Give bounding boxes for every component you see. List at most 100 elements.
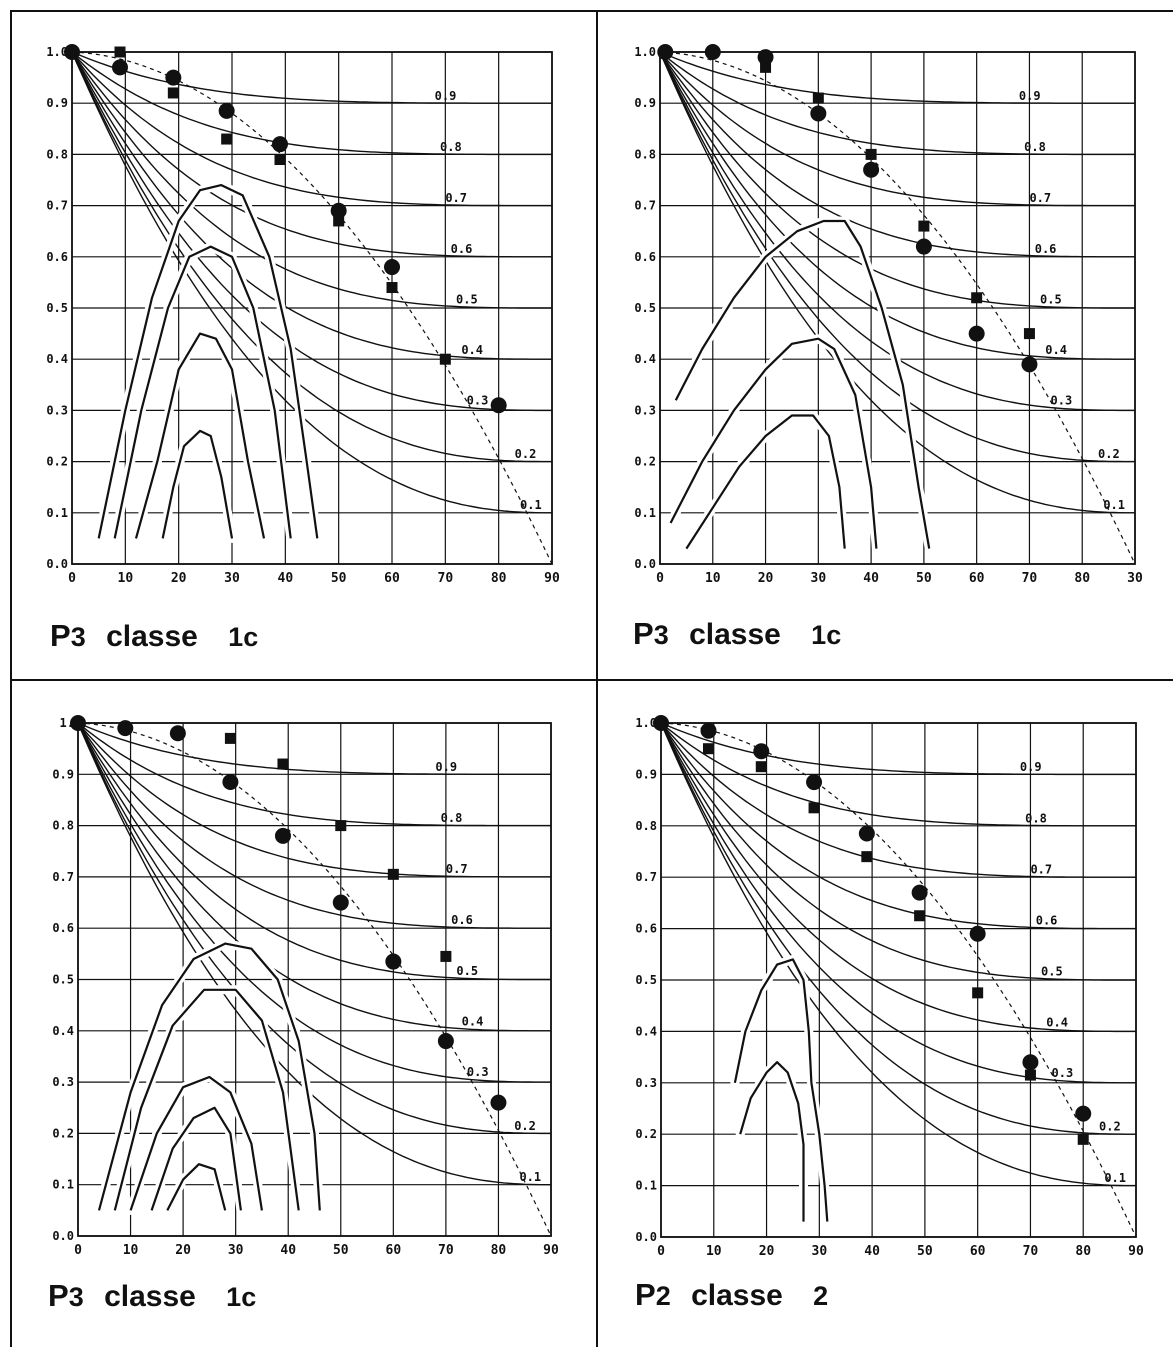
caption-word: classe <box>106 620 198 653</box>
square-point <box>1023 328 1035 340</box>
y-tick-label: 0.0 <box>46 557 68 571</box>
inset-curve-mask <box>110 242 296 543</box>
caption-subscript: 2 <box>655 1281 671 1311</box>
curve-family <box>659 51 1135 514</box>
y-tick-label: 0.5 <box>46 301 68 315</box>
chart-top-right: 0 10 20 30 40 50 60 70 80 30 0.0 0.1 0.2 0.3 0.4 0.5 0.6… <box>634 44 1143 586</box>
curve-label: 0.6 <box>1036 914 1058 928</box>
x-tick-label: 40 <box>278 571 294 586</box>
curve-label: 0.4 <box>462 1015 484 1029</box>
x-tick-label: 0 <box>74 1243 82 1258</box>
x-tick-label: 0 <box>657 1244 665 1259</box>
curve-line <box>77 722 551 1032</box>
curve-line <box>659 51 1135 207</box>
circle-point <box>863 161 880 178</box>
curve-label: 0.9 <box>1019 89 1041 103</box>
curve-label: 0.8 <box>1025 811 1047 825</box>
y-tick-label: 0.0 <box>634 557 656 571</box>
circle-point <box>1022 1054 1039 1071</box>
circle-point <box>704 44 721 60</box>
chart-panel-top-left: 0 10 20 30 40 50 60 70 80 90 0.0 0.1 0.2 0.3 0.4 0.5 0.6… <box>10 10 596 679</box>
y-tick-label: 0.7 <box>46 199 68 213</box>
horizontal-divider <box>10 679 1173 681</box>
x-tick-label: 50 <box>916 571 932 586</box>
square-point <box>918 220 930 232</box>
x-tick-label: 40 <box>863 571 879 586</box>
curve-line <box>77 722 551 929</box>
caption-code: 1c <box>811 620 842 650</box>
y-tick-label: 0.5 <box>634 301 656 315</box>
square-point <box>812 92 824 104</box>
x-tick-label: 60 <box>970 1244 986 1259</box>
square-point <box>971 292 983 304</box>
circle-point <box>165 69 182 86</box>
x-tick-label: 60 <box>384 571 400 586</box>
curve-line <box>659 51 1135 309</box>
caption-bottom-left: P3 classe 1c <box>48 1278 256 1314</box>
dashed-reference-line <box>77 722 552 1237</box>
curve-label: 0.2 <box>514 1119 536 1133</box>
x-tick-label: 90 <box>544 571 560 586</box>
curve-label: 0.5 <box>1041 965 1063 979</box>
caption-top-left: P3 classe 1c <box>50 618 258 654</box>
x-tick-label: 10 <box>705 571 721 586</box>
y-tick-label: 0.6 <box>46 250 68 264</box>
curve-line <box>77 722 551 981</box>
curve-label: 0.6 <box>1035 242 1057 256</box>
y-tick-label: 0.6 <box>635 922 657 936</box>
x-tick-label: 30 <box>224 571 240 586</box>
circle-point <box>911 884 928 901</box>
x-tick-label: 10 <box>123 1243 139 1258</box>
inset-curves <box>94 180 322 543</box>
circle-point <box>112 59 128 76</box>
inset-curve-mask <box>162 1159 230 1215</box>
x-tick-label: 30 <box>812 1244 828 1259</box>
curve-line <box>77 722 551 1135</box>
caption-subscript: 3 <box>70 622 86 652</box>
curve-line <box>660 722 1136 1187</box>
x-tick-label: 20 <box>759 1244 775 1259</box>
caption-letter: P <box>48 1278 69 1313</box>
x-tick-label: 20 <box>758 571 774 586</box>
curve-line <box>660 722 1136 878</box>
square-point <box>1077 1133 1089 1145</box>
curve-label: 0.9 <box>1020 760 1042 774</box>
curve-line <box>660 722 1136 776</box>
chart-bottom-right: 0 10 20 30 40 50 60 70 80 90 0.0 0.1 0.2 0.3 0.4 0.5 0.6… <box>635 715 1144 1259</box>
circle-point <box>757 49 774 66</box>
curve-line <box>659 51 1135 258</box>
y-tick-label: 1.0 <box>635 716 657 730</box>
y-tick-label: 0.8 <box>46 147 68 161</box>
curve-line <box>71 51 552 104</box>
chart-panel-top-right: 0 10 20 30 40 50 60 70 80 30 0.0 0.1 0.2 0.3 0.4 0.5 0.6… <box>598 10 1173 679</box>
y-tick-label: 1. <box>60 716 74 730</box>
y-tick-label: 0.7 <box>52 870 74 884</box>
circle-point <box>330 202 347 219</box>
x-tick-label: 60 <box>386 1243 402 1258</box>
curve-label: 0.3 <box>1051 394 1073 408</box>
inset-curve <box>129 1075 263 1211</box>
square-point <box>861 851 873 863</box>
square-point <box>808 802 820 814</box>
y-tick-label: 0.1 <box>46 506 68 520</box>
square-point <box>333 215 345 227</box>
caption-letter: P <box>633 616 654 651</box>
x-tick-label: 60 <box>969 571 985 586</box>
x-tick-label: 0 <box>68 571 76 586</box>
x-tick-label: 30 <box>228 1243 244 1258</box>
x-tick-label: 80 <box>491 571 507 586</box>
circle-point <box>806 774 823 791</box>
curve-label: 0.7 <box>445 191 467 205</box>
y-tick-label: 0.8 <box>635 819 657 833</box>
curve-line <box>659 51 1135 514</box>
curve-label: 0.2 <box>1099 1120 1121 1134</box>
curve-line <box>659 51 1135 463</box>
inset-curve <box>150 1106 242 1211</box>
y-tick-label: 0.1 <box>635 1179 657 1193</box>
caption-letter: P <box>635 1277 656 1312</box>
curve-line <box>71 51 552 412</box>
curve-line <box>71 51 552 156</box>
inset-curve <box>134 332 266 539</box>
y-tick-label: 0.2 <box>52 1126 74 1140</box>
caption-code: 1c <box>226 1282 257 1312</box>
